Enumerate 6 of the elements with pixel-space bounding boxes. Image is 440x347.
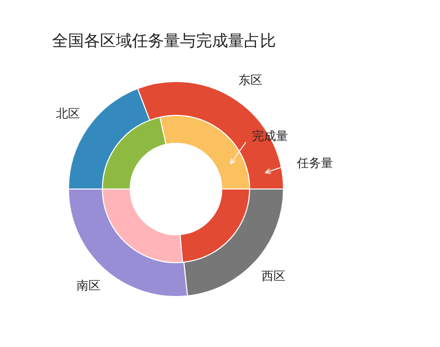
slice-label: 北区 [56,106,80,121]
slice-label: 西区 [262,268,286,283]
slice-label: 任务量 [296,156,333,170]
slice-label: 东区 [238,73,262,88]
chart-title: 全国各区域任务量与完成量占比 [52,31,276,50]
slice-label: 南区 [76,278,100,293]
